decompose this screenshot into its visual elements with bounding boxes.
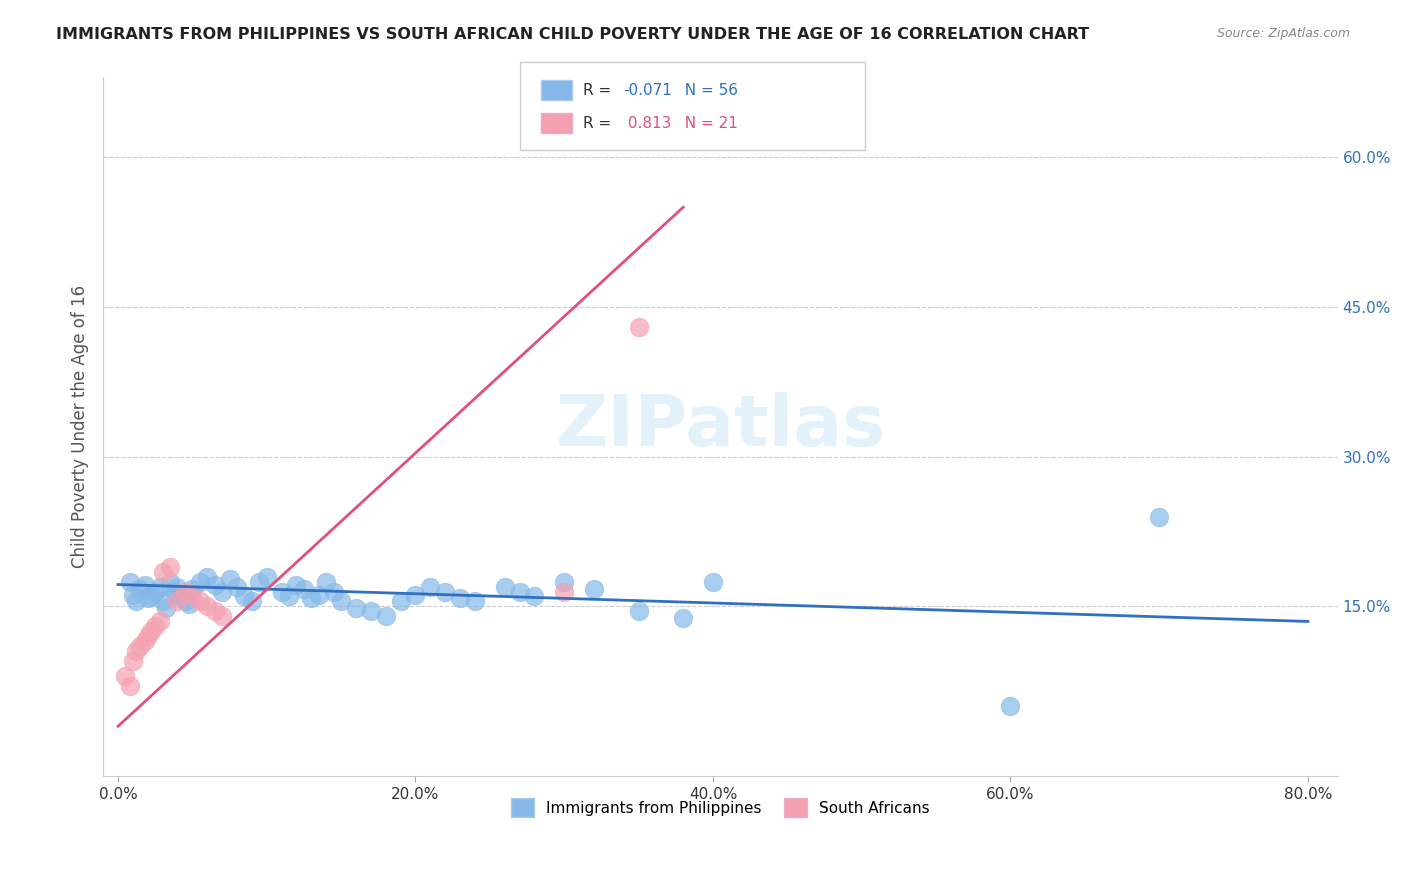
Point xyxy=(256,569,278,583)
Point xyxy=(292,582,315,596)
Point xyxy=(389,594,412,608)
Point xyxy=(494,580,516,594)
Point xyxy=(204,577,226,591)
Point xyxy=(163,584,186,599)
Point xyxy=(278,590,301,604)
Point xyxy=(129,582,152,596)
Point xyxy=(1000,699,1022,714)
Point xyxy=(134,634,156,648)
Point xyxy=(155,601,177,615)
Point xyxy=(419,580,441,594)
Text: R =: R = xyxy=(583,116,617,130)
Point xyxy=(188,574,211,589)
Point xyxy=(360,605,382,619)
Point xyxy=(125,594,148,608)
Point xyxy=(122,587,145,601)
Point xyxy=(152,565,174,579)
Text: -0.071: -0.071 xyxy=(623,83,672,97)
Point xyxy=(374,609,396,624)
Point xyxy=(136,629,159,643)
Point xyxy=(553,584,575,599)
Point xyxy=(159,559,181,574)
Point xyxy=(322,584,344,599)
Point xyxy=(285,577,308,591)
Point xyxy=(449,591,471,606)
Text: IMMIGRANTS FROM PHILIPPINES VS SOUTH AFRICAN CHILD POVERTY UNDER THE AGE OF 16 C: IMMIGRANTS FROM PHILIPPINES VS SOUTH AFR… xyxy=(56,27,1090,42)
Point xyxy=(136,591,159,606)
Point xyxy=(118,679,141,693)
Point xyxy=(134,577,156,591)
Point xyxy=(149,580,172,594)
Point xyxy=(139,624,162,639)
Point xyxy=(143,619,166,633)
Point xyxy=(330,594,353,608)
Point xyxy=(174,584,197,599)
Point xyxy=(344,601,367,615)
Point xyxy=(122,654,145,668)
Point xyxy=(139,590,162,604)
Text: N = 21: N = 21 xyxy=(675,116,738,130)
Point xyxy=(166,594,188,608)
Point xyxy=(218,572,240,586)
Point xyxy=(270,584,292,599)
Point xyxy=(114,669,136,683)
Point xyxy=(211,584,233,599)
Point xyxy=(195,599,218,614)
Point xyxy=(181,582,204,596)
Y-axis label: Child Poverty Under the Age of 16: Child Poverty Under the Age of 16 xyxy=(72,285,89,568)
Point xyxy=(240,594,263,608)
Point xyxy=(204,605,226,619)
Point xyxy=(672,611,695,625)
Point xyxy=(553,574,575,589)
Point xyxy=(233,590,256,604)
Point xyxy=(509,584,531,599)
Text: 0.813: 0.813 xyxy=(623,116,671,130)
Point xyxy=(627,320,650,334)
Point xyxy=(1147,509,1170,524)
Point xyxy=(149,615,172,629)
Point xyxy=(315,574,337,589)
Point xyxy=(169,590,191,604)
Point xyxy=(627,605,650,619)
Point xyxy=(129,640,152,654)
Point xyxy=(299,591,322,606)
Text: N = 56: N = 56 xyxy=(675,83,738,97)
Point xyxy=(308,587,330,601)
Point xyxy=(405,587,427,601)
Point xyxy=(211,609,233,624)
Legend: Immigrants from Philippines, South Africans: Immigrants from Philippines, South Afric… xyxy=(503,790,938,824)
Text: ZIPatlas: ZIPatlas xyxy=(555,392,886,461)
Point xyxy=(118,574,141,589)
Point xyxy=(181,590,204,604)
Text: Source: ZipAtlas.com: Source: ZipAtlas.com xyxy=(1216,27,1350,40)
Point xyxy=(247,574,270,589)
Point xyxy=(195,569,218,583)
Point xyxy=(582,582,605,596)
Point xyxy=(166,580,188,594)
Point xyxy=(434,584,457,599)
Point xyxy=(188,594,211,608)
Point xyxy=(523,590,546,604)
Text: R =: R = xyxy=(583,83,617,97)
Point xyxy=(179,598,201,612)
Point xyxy=(152,594,174,608)
Point xyxy=(464,594,486,608)
Point xyxy=(125,644,148,658)
Point xyxy=(226,580,249,594)
Point xyxy=(143,584,166,599)
Point xyxy=(174,594,197,608)
Point xyxy=(702,574,724,589)
Point xyxy=(159,574,181,589)
